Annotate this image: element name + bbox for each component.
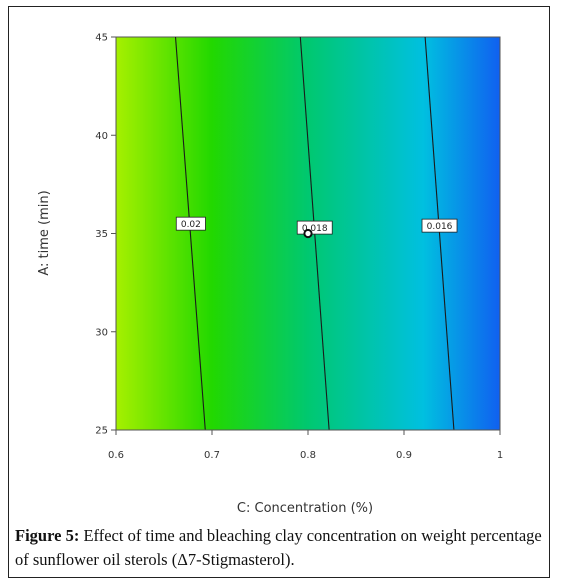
x-tick-label: 0.6	[108, 450, 124, 461]
contour-label-box	[175, 216, 206, 231]
contour-label: 0.02	[181, 220, 201, 230]
design-point	[303, 228, 313, 239]
y-tick-label: 40	[95, 131, 108, 142]
axes: 0.6 0.7 0.8 0.9 1 25 30 35 40 45	[95, 33, 503, 462]
x-tick-label: 0.8	[300, 450, 316, 461]
caption-text: Effect of time and bleaching clay concen…	[15, 526, 542, 569]
contour-label: 0.016	[427, 222, 453, 232]
x-axis-title: C: Concentration (%)	[237, 501, 373, 516]
contour-label: 0.018	[302, 224, 328, 234]
y-axis-title: A: time (min)	[37, 190, 52, 275]
x-tick-label: 0.7	[204, 450, 220, 461]
y-tick-label: 35	[95, 229, 108, 240]
contour-line	[174, 36, 206, 431]
x-tick-label: 1	[497, 450, 503, 461]
contour-label-box	[421, 218, 458, 233]
y-tick-label: 30	[95, 327, 108, 338]
x-tick-label: 0.9	[396, 450, 412, 461]
y-tick-label: 45	[95, 33, 108, 44]
y-tick-label: 25	[95, 426, 108, 437]
figure-caption: Figure 5: Effect of time and bleaching c…	[15, 524, 545, 572]
caption-label: Figure 5:	[15, 526, 80, 545]
contour-line	[424, 36, 455, 431]
contour-chart: 0.02 0.018 0.016 0.6 0.7 0.8 0.9 1 25 30 35 40 45 C…	[37, 33, 503, 517]
design-points	[303, 228, 313, 239]
contour-labels: 0.02 0.018 0.016	[175, 216, 458, 235]
